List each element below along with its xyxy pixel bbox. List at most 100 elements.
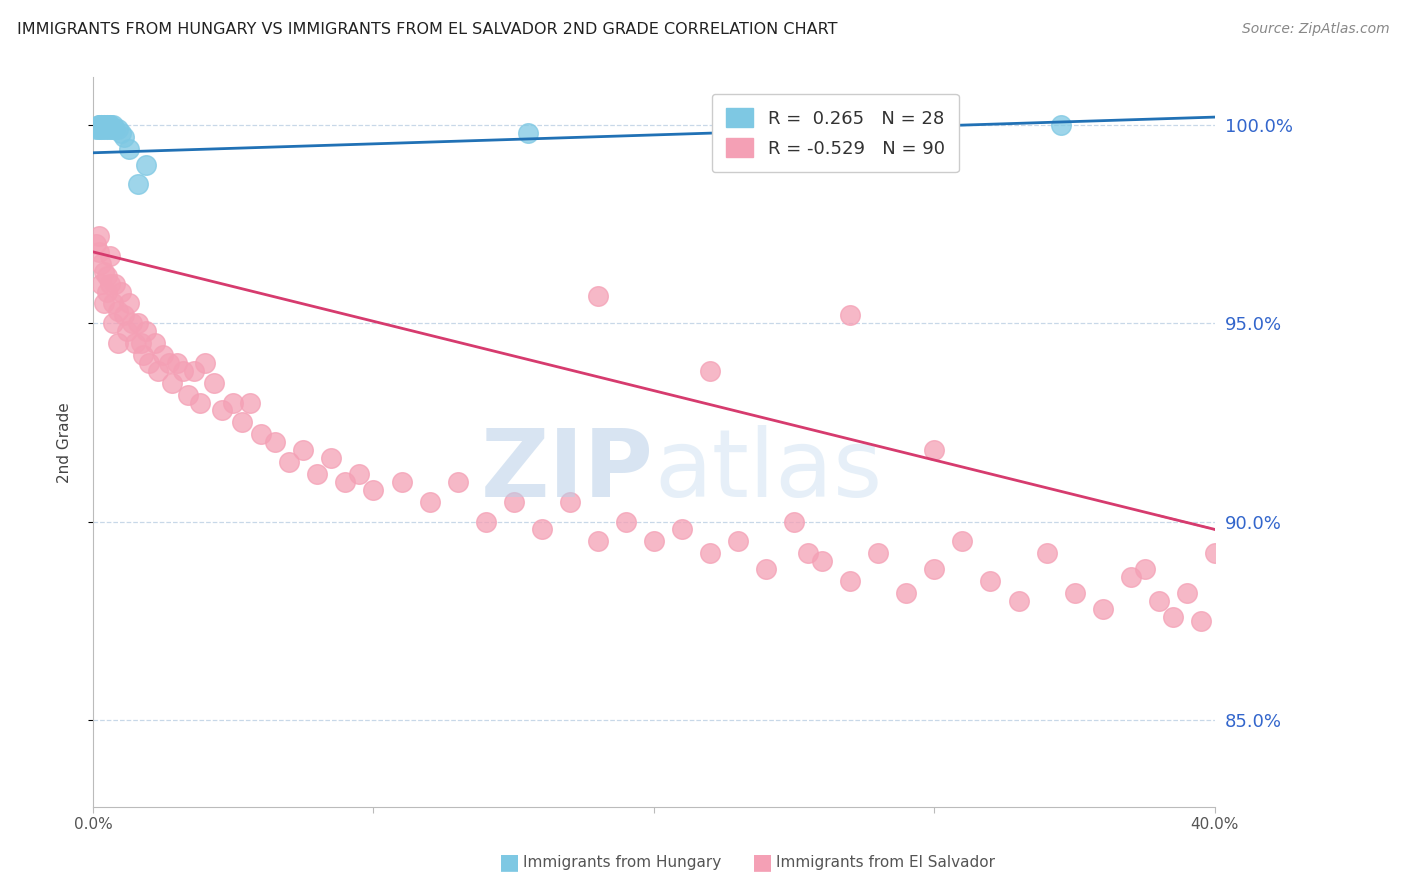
Text: atlas: atlas: [654, 425, 882, 517]
Point: [839, 574, 862, 588]
Point: [132, 348, 155, 362]
Point: [952, 534, 974, 549]
Point: [896, 586, 918, 600]
Point: [93, 265, 115, 279]
Point: [250, 427, 273, 442]
Point: [93, 118, 115, 132]
Point: [868, 546, 890, 560]
Point: [101, 122, 124, 136]
Point: [138, 356, 160, 370]
Point: [222, 395, 245, 409]
Point: [264, 435, 287, 450]
Text: ■: ■: [499, 853, 520, 872]
Point: [87, 244, 110, 259]
Point: [110, 285, 132, 299]
Point: [87, 229, 110, 244]
Text: IMMIGRANTS FROM HUNGARY VS IMMIGRANTS FROM EL SALVADOR 2ND GRADE CORRELATION CHA: IMMIGRANTS FROM HUNGARY VS IMMIGRANTS FR…: [17, 22, 838, 37]
Point: [157, 356, 180, 370]
Point: [90, 257, 112, 271]
Point: [321, 451, 343, 466]
Text: ■: ■: [752, 853, 773, 872]
Point: [1175, 586, 1198, 600]
Point: [671, 523, 693, 537]
Point: [107, 304, 129, 318]
Point: [516, 126, 538, 140]
Point: [107, 336, 129, 351]
Point: [129, 336, 152, 351]
Point: [96, 285, 118, 299]
Point: [98, 249, 121, 263]
Text: Source: ZipAtlas.com: Source: ZipAtlas.com: [1241, 22, 1389, 37]
Point: [98, 118, 121, 132]
Point: [211, 403, 233, 417]
Point: [98, 277, 121, 291]
Point: [112, 309, 135, 323]
Point: [87, 118, 110, 132]
Point: [104, 122, 127, 136]
Point: [1119, 570, 1142, 584]
Point: [1161, 609, 1184, 624]
Point: [335, 475, 357, 489]
Point: [135, 324, 157, 338]
Point: [107, 122, 129, 136]
Point: [924, 562, 946, 576]
Point: [1049, 118, 1071, 132]
Point: [93, 122, 115, 136]
Point: [90, 118, 112, 132]
Point: [87, 118, 110, 132]
Point: [101, 316, 124, 330]
Point: [586, 534, 609, 549]
Point: [127, 178, 149, 192]
Point: [90, 277, 112, 291]
Point: [727, 534, 749, 549]
Point: [121, 316, 143, 330]
Point: [152, 348, 174, 362]
Point: [278, 455, 301, 469]
Point: [783, 515, 806, 529]
Point: [101, 296, 124, 310]
Point: [699, 364, 721, 378]
Point: [143, 336, 166, 351]
Legend: R =  0.265   N = 28, R = -0.529   N = 90: R = 0.265 N = 28, R = -0.529 N = 90: [711, 94, 959, 172]
Point: [1091, 601, 1114, 615]
Point: [530, 523, 553, 537]
Point: [307, 467, 329, 481]
Point: [1133, 562, 1156, 576]
Point: [90, 122, 112, 136]
Point: [93, 296, 115, 310]
Point: [172, 364, 194, 378]
Point: [135, 158, 157, 172]
Point: [586, 288, 609, 302]
Point: [110, 126, 132, 140]
Point: [93, 118, 115, 132]
Point: [797, 546, 820, 560]
Point: [96, 118, 118, 132]
Point: [104, 277, 127, 291]
Point: [177, 387, 200, 401]
Point: [146, 364, 169, 378]
Point: [979, 574, 1001, 588]
Point: [124, 336, 146, 351]
Point: [811, 554, 834, 568]
Point: [292, 443, 315, 458]
Point: [96, 122, 118, 136]
Text: ZIP: ZIP: [481, 425, 654, 517]
Point: [446, 475, 468, 489]
Point: [194, 356, 217, 370]
Point: [363, 483, 385, 497]
Point: [112, 129, 135, 144]
Point: [87, 122, 110, 136]
Point: [118, 142, 141, 156]
Point: [1189, 614, 1212, 628]
Point: [1204, 546, 1226, 560]
Point: [188, 395, 211, 409]
Point: [643, 534, 665, 549]
Point: [127, 316, 149, 330]
Point: [84, 122, 107, 136]
Point: [502, 494, 524, 508]
Point: [839, 309, 862, 323]
Point: [558, 494, 581, 508]
Point: [614, 515, 637, 529]
Point: [90, 118, 112, 132]
Point: [349, 467, 371, 481]
